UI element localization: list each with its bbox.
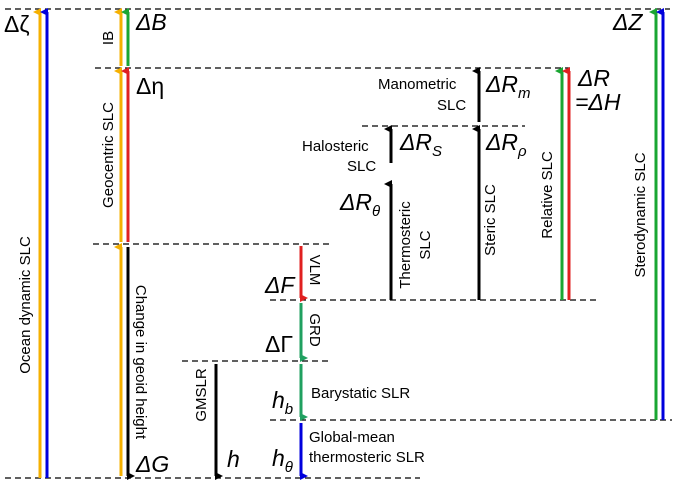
reference-levels <box>5 8 672 479</box>
vlm-label: VLM <box>306 255 323 286</box>
htheta-subscript: θ <box>285 459 293 476</box>
grd-label: GRD <box>306 313 323 347</box>
drm-main: ΔR <box>485 71 518 97</box>
h-symbol: h <box>227 446 240 472</box>
drs-subscript: S <box>432 143 442 160</box>
delta-r-theta-symbol: ΔRθ <box>339 189 380 220</box>
delta-eta-symbol: Δη <box>136 73 164 99</box>
delta-b-symbol: ΔB <box>135 9 167 35</box>
barystatic-label: Barystatic SLR <box>311 385 410 402</box>
sterodynamic-label: Sterodynamic SLC <box>632 152 649 277</box>
drs-main: ΔR <box>399 129 432 155</box>
ib-label: IB <box>100 31 117 45</box>
delta-gamma-symbol: ΔΓ <box>265 331 293 357</box>
delta-zeta-symbol: Δζ <box>4 11 30 37</box>
delta-r-symbol: ΔR <box>577 65 610 91</box>
delta-z-symbol: ΔZ <box>612 9 643 35</box>
steric-label: Steric SLC <box>482 184 499 256</box>
drtheta-subscript: θ <box>372 203 380 220</box>
hb-symbol: hb <box>272 387 293 418</box>
htheta-symbol: hθ <box>272 445 293 476</box>
drrho-subscript: ρ <box>517 143 527 160</box>
delta-r-m-symbol: ΔRm <box>485 71 531 102</box>
htheta-main: h <box>272 445 285 471</box>
geoid-label: Change in geoid height <box>132 285 149 440</box>
manometric-label-2: SLC <box>437 97 466 114</box>
gmslr-label: GMSLR <box>193 368 210 422</box>
geocentric-label: Geocentric SLC <box>100 102 117 208</box>
drrho-main: ΔR <box>485 129 518 155</box>
delta-g-symbol: ΔG <box>135 451 169 477</box>
drm-subscript: m <box>518 85 531 102</box>
global-mean-label-2: thermosteric SLR <box>309 449 425 466</box>
drtheta-main: ΔR <box>339 189 372 215</box>
delta-r-s-symbol: ΔRS <box>399 129 442 160</box>
ocean-dynamic-label: Ocean dynamic SLC <box>17 236 34 374</box>
relative-label: Relative SLC <box>539 151 556 239</box>
equals-delta-h-symbol: =ΔH <box>575 89 621 115</box>
global-mean-label-1: Global-mean <box>309 429 395 446</box>
hb-subscript: b <box>285 401 293 418</box>
thermosteric-label-2: SLC <box>417 230 434 259</box>
halosteric-label-2: SLC <box>347 158 376 175</box>
delta-f-symbol: ΔF <box>264 272 296 298</box>
thermosteric-label-1: Thermosteric <box>397 201 414 289</box>
halosteric-label-1: Halosteric <box>302 138 369 155</box>
delta-r-rho-symbol: ΔRρ <box>485 129 527 160</box>
manometric-label-1: Manometric <box>378 76 457 93</box>
hb-main: h <box>272 387 285 413</box>
arrows <box>33 8 665 480</box>
